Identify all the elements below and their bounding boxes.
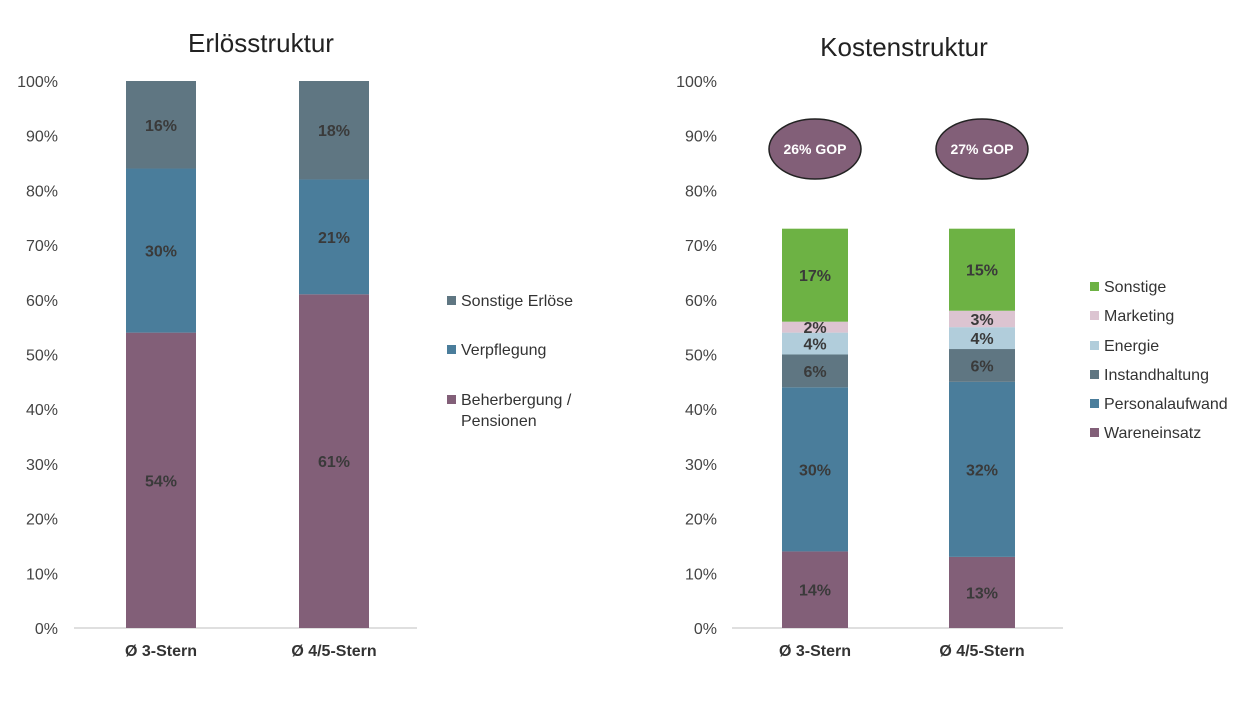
y-tick-label: 10% [685, 566, 717, 583]
y-tick-label: 70% [26, 238, 58, 255]
legend-label: Beherbergung / [461, 392, 572, 409]
bar-segment [782, 387, 848, 552]
category-label: Ø 4/5-Stern [291, 643, 376, 660]
category-label: Ø 3-Stern [125, 643, 197, 660]
y-tick-label: 100% [17, 74, 58, 91]
chart-2: Kostenstruktur 0% 10% 20% 30% 40% 50% 60% 70% 80%… [676, 32, 1228, 660]
data-label: 2% [803, 320, 826, 337]
data-label: 6% [970, 358, 993, 375]
y-tick-label: 60% [685, 293, 717, 310]
gop-ellipse [768, 118, 862, 180]
bar-segment [299, 81, 369, 180]
y-tick-label: 10% [26, 566, 58, 583]
y-tick-label: 80% [26, 183, 58, 200]
data-label: 17% [799, 268, 831, 285]
y-tick-label: 40% [26, 402, 58, 419]
bar-segment [782, 228, 848, 322]
y-tick-label: 100% [676, 74, 717, 91]
bar-segment [782, 354, 848, 388]
legend-swatch [1090, 341, 1099, 350]
bar-segment [126, 81, 196, 169]
y-tick-label: 60% [26, 293, 58, 310]
y-tick-label: 50% [26, 348, 58, 365]
gop-ellipse [935, 118, 1029, 180]
legend-swatch [1090, 399, 1099, 408]
legend-label: Instandhaltung [1104, 367, 1209, 384]
bar-segment [782, 332, 848, 355]
legend-label: Energie [1104, 338, 1159, 355]
y-tick-label: 70% [685, 238, 717, 255]
legend-swatch [447, 296, 456, 305]
bar-segment [299, 179, 369, 295]
legend-label: Personalaufwand [1104, 396, 1228, 413]
data-label: 61% [318, 454, 350, 471]
y-tick-label: 30% [26, 457, 58, 474]
data-label: 18% [318, 123, 350, 140]
legend-swatch [447, 345, 456, 354]
data-label: 3% [970, 312, 993, 329]
data-label: 6% [803, 364, 826, 381]
chart-1: Erlösstruktur 0% 10% 20% 30% 40% 50% 60% 70% 80% 9… [17, 28, 573, 660]
bar-segment [126, 332, 196, 628]
category-label: Ø 4/5-Stern [939, 643, 1024, 660]
bar-segment [782, 321, 848, 333]
bar-segment [299, 294, 369, 628]
data-label: 32% [966, 462, 998, 479]
bar-segment [949, 228, 1015, 311]
bar-segment [949, 556, 1015, 628]
y-tick-label: 20% [26, 512, 58, 529]
data-label: 4% [803, 337, 826, 354]
legend-swatch [1090, 428, 1099, 437]
gop-label: 27% GOP [950, 141, 1013, 157]
y-tick-label: 0% [694, 621, 717, 638]
bar-segment [949, 349, 1015, 382]
data-label: 30% [145, 244, 177, 261]
gop-label: 26% GOP [783, 141, 846, 157]
data-label: 21% [318, 230, 350, 247]
y-tick-label: 20% [685, 512, 717, 529]
bar-segment [782, 551, 848, 628]
y-tick-label: 40% [685, 402, 717, 419]
data-label: 13% [966, 585, 998, 602]
legend-label: Pensionen [461, 413, 537, 430]
y-tick-label: 50% [685, 348, 717, 365]
y-tick-label: 90% [26, 129, 58, 146]
legend-swatch [447, 395, 456, 404]
data-label: 15% [966, 263, 998, 280]
y-tick-label: 30% [685, 457, 717, 474]
bar-segment [949, 310, 1015, 328]
legend-label: Sonstige [1104, 279, 1166, 296]
legend-swatch [1090, 282, 1099, 291]
y-tick-label: 80% [685, 183, 717, 200]
y-tick-label: 0% [35, 621, 58, 638]
bar-segment [949, 327, 1015, 350]
legend-label: Marketing [1104, 308, 1174, 325]
bar-segment [126, 168, 196, 333]
data-label: 14% [799, 583, 831, 600]
legend-label: Wareneinsatz [1104, 425, 1201, 442]
bar-segment [949, 381, 1015, 557]
category-label: Ø 3-Stern [779, 643, 851, 660]
legend-label: Sonstige Erlöse [461, 293, 573, 310]
legend-swatch [1090, 311, 1099, 320]
data-label: 4% [970, 331, 993, 348]
data-label: 54% [145, 473, 177, 490]
chart-title: Kostenstruktur [820, 32, 988, 62]
legend-swatch [1090, 370, 1099, 379]
chart-title: Erlösstruktur [188, 28, 334, 58]
y-tick-label: 90% [685, 129, 717, 146]
data-label: 30% [799, 462, 831, 479]
data-label: 16% [145, 118, 177, 135]
legend-label: Verpflegung [461, 342, 546, 359]
